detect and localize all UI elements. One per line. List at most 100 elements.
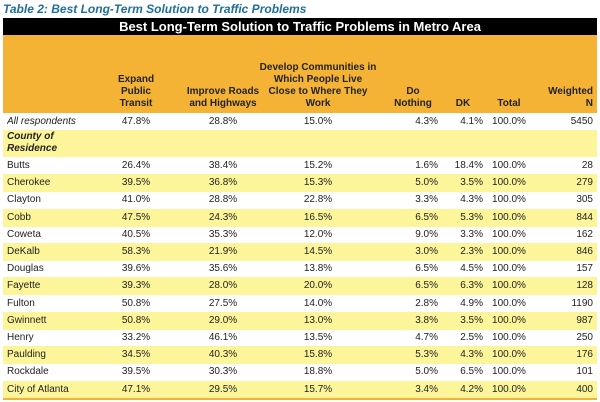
table-bottom-border [3, 398, 597, 400]
table-row: Paulding 34.5% 40.3% 15.8% 5.3% 4.3% 100.0% 176 [3, 346, 597, 365]
row-label: Butts [7, 160, 30, 171]
cell-develop-communities: 15.7% [303, 383, 333, 395]
cell-total: 100.0% [492, 366, 526, 378]
cell-improve-roads: 38.4% [208, 160, 238, 171]
row-label: Fayette [7, 280, 41, 292]
cell-develop-communities: 13.5% [303, 332, 333, 343]
cell-weighted-n: 176 [576, 349, 593, 361]
cell-expand-transit: 33.2% [121, 332, 151, 343]
cell-dk: 4.9% [460, 297, 483, 309]
cell-dk: 3.3% [460, 228, 483, 240]
cell-improve-roads: 28.8% [208, 194, 238, 206]
col-header-develop-communities: Develop Communities in Which People Live… [259, 62, 377, 109]
cell-do-nothing: 3.0% [415, 246, 438, 257]
cell-expand-transit: 39.5% [121, 177, 151, 189]
cell-dk: 2.5% [460, 332, 483, 343]
cell-expand-transit: 47.5% [121, 211, 151, 223]
cell-weighted-n: 279 [576, 177, 593, 189]
cell-weighted-n: 101 [576, 366, 593, 378]
cell-improve-roads: 30.3% [208, 366, 238, 378]
row-label: All respondents [7, 116, 76, 127]
cell-improve-roads: 29.5% [208, 383, 238, 395]
cell-dk: 6.5% [460, 366, 483, 378]
row-label: Cobb [7, 211, 31, 223]
cell-weighted-n: 844 [576, 211, 593, 223]
cell-improve-roads: 21.9% [208, 246, 238, 257]
col-header-weighted-n: Weighted N [548, 86, 593, 109]
cell-develop-communities: 13.0% [303, 314, 333, 326]
cell-develop-communities: 14.0% [303, 297, 333, 309]
cell-develop-communities: 13.8% [303, 263, 333, 275]
cell-improve-roads: 28.8% [208, 116, 238, 127]
cell-expand-transit: 47.8% [121, 116, 151, 127]
row-label: Coweta [7, 228, 41, 240]
cell-develop-communities: 15.0% [303, 116, 333, 127]
county-section-header: County of Residence [3, 130, 597, 157]
cell-total: 100.0% [492, 194, 526, 206]
cell-weighted-n: 28 [581, 160, 593, 171]
table-title-banner: Best Long-Term Solution to Traffic Probl… [3, 18, 597, 35]
row-label: Paulding [7, 349, 46, 361]
cell-do-nothing: 5.0% [415, 177, 438, 189]
cell-total: 100.0% [492, 297, 526, 309]
row-label: Henry [7, 332, 34, 343]
cell-dk: 3.5% [460, 177, 483, 189]
cell-improve-roads: 36.8% [208, 177, 238, 189]
cell-expand-transit: 34.5% [121, 349, 151, 361]
cell-weighted-n: 250 [576, 332, 593, 343]
cell-do-nothing: 6.5% [415, 211, 438, 223]
row-label: Clayton [7, 194, 41, 206]
cell-dk: 4.1% [460, 116, 483, 127]
cell-dk: 4.3% [460, 349, 483, 361]
cell-improve-roads: 29.0% [208, 314, 238, 326]
cell-expand-transit: 26.4% [121, 160, 151, 171]
cell-do-nothing: 5.3% [415, 349, 438, 361]
cell-improve-roads: 35.3% [208, 228, 238, 240]
cell-total: 100.0% [492, 349, 526, 361]
cell-total: 100.0% [492, 332, 526, 343]
cell-weighted-n: 987 [576, 314, 593, 326]
cell-develop-communities: 14.5% [303, 246, 333, 257]
cell-dk: 6.3% [460, 280, 483, 292]
cell-expand-transit: 58.3% [121, 246, 151, 257]
cell-do-nothing: 9.0% [415, 228, 438, 240]
row-label: City of Atlanta [7, 383, 69, 395]
cell-dk: 4.3% [460, 194, 483, 206]
cell-develop-communities: 22.8% [303, 194, 333, 206]
cell-weighted-n: 1190 [571, 297, 593, 309]
cell-do-nothing: 4.3% [415, 116, 438, 127]
table-row: Fayette 39.3% 28.0% 20.0% 6.5% 6.3% 100.0% 128 [3, 277, 597, 296]
cell-dk: 2.3% [460, 246, 483, 257]
all-respondents-row: All respondents 47.8% 28.8% 15.0% 4.3% 4… [3, 113, 597, 131]
cell-total: 100.0% [492, 314, 526, 326]
cell-weighted-n: 5450 [570, 116, 593, 127]
cell-do-nothing: 3.4% [415, 383, 438, 395]
cell-improve-roads: 28.0% [208, 280, 238, 292]
column-header-row: Expand Public Transit Improve Roads and … [3, 35, 597, 113]
table-caption: Table 2: Best Long-Term Solution to Traf… [3, 2, 307, 16]
table-row: City of Atlanta 47.1% 29.5% 15.7% 3.4% 4.2% 10… [3, 380, 597, 399]
cell-dk: 4.5% [460, 263, 483, 275]
row-label: Cherokee [7, 177, 51, 189]
cell-do-nothing: 3.3% [415, 194, 438, 206]
cell-expand-transit: 47.1% [121, 383, 151, 395]
cell-do-nothing: 3.8% [415, 314, 438, 326]
cell-do-nothing: 1.6% [415, 160, 438, 171]
cell-weighted-n: 846 [576, 246, 593, 257]
cell-develop-communities: 16.5% [303, 211, 333, 223]
cell-expand-transit: 39.3% [121, 280, 151, 292]
cell-improve-roads: 27.5% [208, 297, 238, 309]
col-header-dk: DK [455, 98, 471, 109]
cell-total: 100.0% [492, 263, 526, 275]
row-label: Rockdale [7, 366, 49, 378]
row-label: Gwinnett [7, 314, 47, 326]
cell-total: 100.0% [492, 160, 526, 171]
cell-develop-communities: 20.0% [303, 280, 333, 292]
row-label: Douglas [7, 263, 44, 275]
table-row: Rockdale 39.5% 30.3% 18.8% 5.0% 6.5% 100.0% 101 [3, 363, 597, 381]
col-header-expand-public-transit: Expand Public Transit [117, 74, 155, 109]
cell-do-nothing: 4.7% [415, 332, 438, 343]
cell-dk: 18.4% [454, 160, 483, 171]
table-row: DeKalb 58.3% 21.9% 14.5% 3.0% 2.3% 100.0% 846 [3, 243, 597, 261]
cell-do-nothing: 6.5% [415, 263, 438, 275]
